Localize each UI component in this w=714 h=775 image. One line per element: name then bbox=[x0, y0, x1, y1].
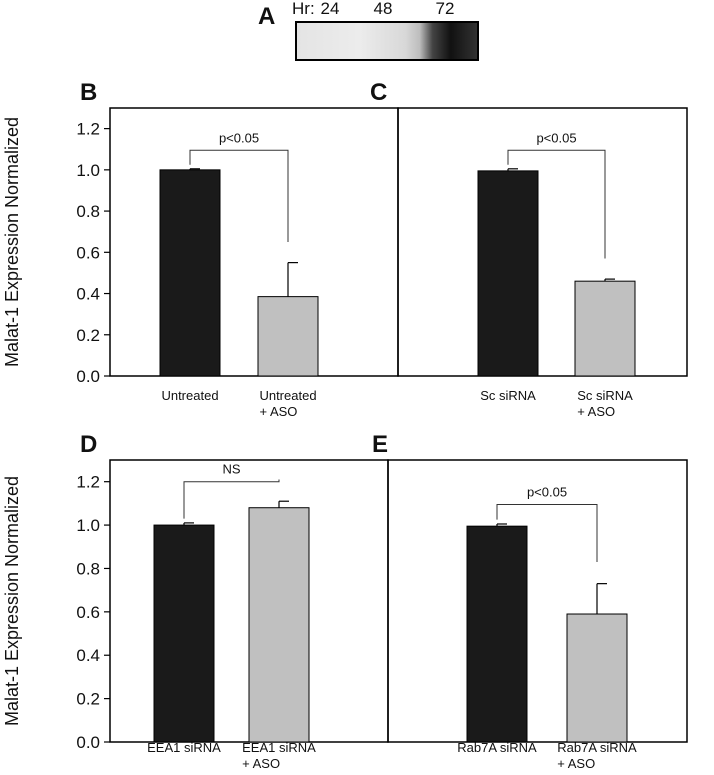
error-bar bbox=[287, 262, 298, 297]
time-label: Hr: bbox=[292, 0, 315, 18]
y-tick-label: 0.4 bbox=[76, 285, 100, 304]
plot-frame bbox=[109, 107, 399, 377]
error-bar bbox=[278, 500, 289, 508]
y-tick-label: 1.0 bbox=[76, 516, 100, 535]
label-line: EEA1 siRNA bbox=[147, 740, 221, 755]
annotation: p<0.05 bbox=[536, 130, 576, 145]
x-tick-label: Untreated bbox=[161, 388, 218, 403]
label-line: + ASO bbox=[242, 756, 280, 770]
significance-bracket bbox=[189, 149, 289, 242]
panel-label: A bbox=[258, 3, 275, 30]
plot-frame bbox=[397, 107, 688, 377]
significance-bracket bbox=[496, 503, 598, 562]
y-tick-label: 0.8 bbox=[76, 202, 100, 221]
lane-label: 72 bbox=[436, 0, 455, 18]
x-tick-label: Sc siRNA bbox=[480, 388, 536, 403]
label-line: EEA1 siRNA bbox=[242, 740, 316, 755]
label-line: + ASO bbox=[557, 756, 595, 770]
y-tick-label: 0.0 bbox=[76, 367, 100, 386]
y-axis-label: Malat-1 Expression Normalized bbox=[2, 117, 22, 367]
panel-label: C bbox=[370, 79, 387, 106]
x-tick-label: Rab7A siRNA bbox=[457, 740, 537, 755]
bar bbox=[159, 169, 221, 377]
bar bbox=[477, 170, 539, 377]
label-line: Rab7A siRNA bbox=[457, 740, 537, 755]
bar bbox=[248, 507, 310, 743]
bar bbox=[574, 280, 636, 377]
plot-frame bbox=[387, 459, 688, 743]
label-line: Sc siRNA bbox=[577, 388, 633, 403]
x-tick-label: Untreated + ASO bbox=[259, 388, 316, 419]
y-tick-label: 1.0 bbox=[76, 161, 100, 180]
label-line: + ASO bbox=[577, 404, 615, 419]
y-tick-label: 1.2 bbox=[76, 473, 100, 492]
annotation: p<0.05 bbox=[527, 484, 567, 499]
annotation: NS bbox=[222, 462, 240, 477]
y-tick-label: 0.0 bbox=[76, 733, 100, 752]
y-axis-label: Malat-1 Expression Normalized bbox=[2, 476, 22, 726]
bar bbox=[466, 525, 528, 743]
lane-label: 48 bbox=[374, 0, 393, 18]
error-bar bbox=[183, 522, 194, 526]
y-tick-label: 1.2 bbox=[76, 120, 100, 139]
error-bar bbox=[596, 583, 607, 615]
panel-label: D bbox=[80, 431, 97, 458]
significance-bracket bbox=[183, 479, 280, 519]
error-bar bbox=[507, 168, 518, 171]
bar bbox=[257, 296, 319, 377]
y-tick-label: 0.4 bbox=[76, 646, 100, 665]
panel-label: E bbox=[372, 431, 388, 458]
y-tick-label: 0.8 bbox=[76, 559, 100, 578]
annotation: p<0.05 bbox=[219, 130, 259, 145]
label-line: + ASO bbox=[259, 404, 297, 419]
x-tick-label: EEA1 siRNA + ASO bbox=[242, 740, 316, 770]
error-bar bbox=[496, 523, 507, 527]
significance-bracket bbox=[507, 149, 606, 259]
label-line: Rab7A siRNA bbox=[557, 740, 637, 755]
panel-label: B bbox=[80, 79, 97, 106]
bar bbox=[153, 524, 215, 743]
label-line: Untreated bbox=[259, 388, 316, 403]
y-tick-label: 0.6 bbox=[76, 243, 100, 262]
error-bar bbox=[604, 278, 615, 282]
y-tick-label: 0.6 bbox=[76, 603, 100, 622]
y-tick-label: 0.2 bbox=[76, 326, 100, 345]
x-tick-label: Rab7A siRNA + ASO bbox=[557, 740, 637, 770]
label-line: Sc siRNA bbox=[480, 388, 536, 403]
x-tick-label: EEA1 siRNA bbox=[147, 740, 221, 755]
label-line: Untreated bbox=[161, 388, 218, 403]
y-tick-label: 0.2 bbox=[76, 690, 100, 709]
western-blot bbox=[295, 21, 479, 61]
lane-label: 24 bbox=[321, 0, 340, 18]
error-bar bbox=[189, 168, 200, 170]
x-tick-label: Sc siRNA + ASO bbox=[577, 388, 633, 419]
bar bbox=[566, 613, 628, 743]
